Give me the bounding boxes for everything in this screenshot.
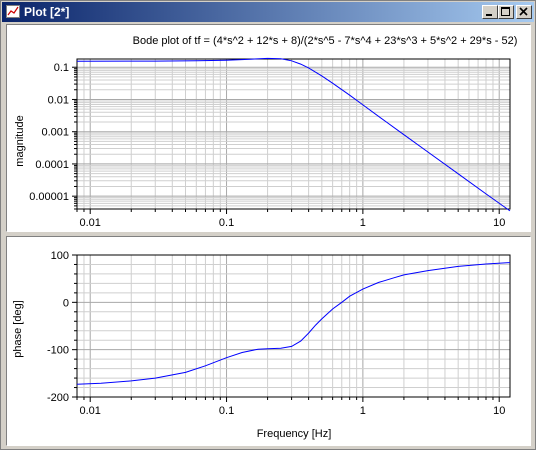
minimize-button[interactable]: [482, 5, 498, 19]
magnitude-panel: Bode plot of tf = (4*s^2 + 12*s + 8)/(2*…: [6, 24, 531, 232]
magnitude-plot-frame: [76, 58, 511, 210]
plot-app-icon: [6, 5, 20, 18]
phase-series-line: [76, 262, 511, 385]
magnitude-x-tick-label: 1: [360, 217, 366, 229]
phase-x-tick-label: 1: [360, 405, 366, 417]
phase-y-tick-label: 0: [63, 297, 69, 309]
magnitude-chart[interactable]: Bode plot of tf = (4*s^2 + 12*s + 8)/(2*…: [7, 25, 530, 231]
close-button[interactable]: [516, 5, 532, 19]
magnitude-y-tick-label: 0.01: [48, 94, 69, 106]
magnitude-series-line: [76, 57, 511, 212]
magnitude-y-tick-label: 0.0001: [35, 159, 69, 171]
maximize-button[interactable]: [498, 5, 514, 19]
window-title: Plot [2*]: [24, 5, 70, 19]
phase-x-tick-label: 0.1: [219, 405, 234, 417]
phase-plot-frame: [76, 254, 511, 398]
magnitude-y-tick-label: 0.001: [41, 127, 69, 139]
phase-chart[interactable]: phase [deg] Frequency [Hz] 0.01 0.1 1 10 100…: [7, 237, 530, 445]
phase-x-tick-label: 10: [493, 405, 505, 417]
phase-panel: phase [deg] Frequency [Hz] 0.01 0.1 1 10 100…: [6, 236, 531, 446]
magnitude-y-tick-label: 0.1: [54, 62, 69, 74]
phase-y-tick-label: -200: [47, 392, 69, 404]
magnitude-x-tick-label: 0.01: [80, 217, 101, 229]
close-icon: [519, 7, 528, 16]
frequency-x-label: Frequency [Hz]: [257, 428, 332, 440]
magnitude-chart-title: Bode plot of tf = (4*s^2 + 12*s + 8)/(2*…: [133, 35, 518, 47]
title-bar[interactable]: Plot [2*]: [2, 2, 534, 22]
minimize-icon: [486, 14, 492, 16]
magnitude-x-tick-label: 0.1: [219, 217, 234, 229]
magnitude-y-tick-label: 0.00001: [29, 191, 69, 203]
magnitude-y-label: magnitude: [14, 115, 26, 166]
phase-y-tick-label: 100: [51, 250, 69, 262]
phase-x-tick-label: 0.01: [80, 405, 101, 417]
maximize-icon: [501, 7, 510, 16]
magnitude-grid: [76, 59, 510, 210]
phase-grid: [76, 254, 510, 398]
magnitude-x-tick-label: 10: [493, 217, 505, 229]
phase-y-tick-label: -100: [47, 345, 69, 357]
phase-y-label: phase [deg]: [12, 300, 24, 358]
